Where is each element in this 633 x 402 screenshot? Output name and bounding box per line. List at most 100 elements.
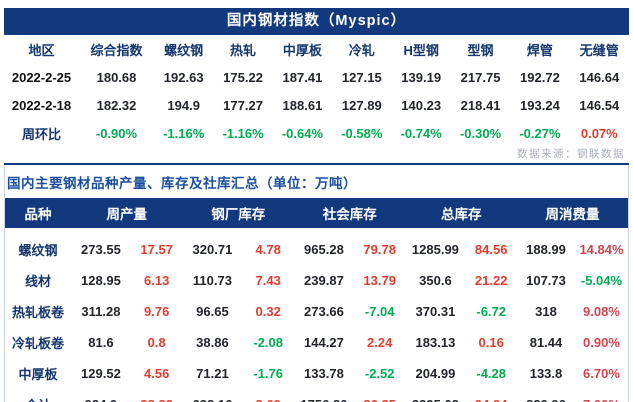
- row-label: 线材: [25, 274, 52, 289]
- table-cell: -2.08: [253, 335, 283, 350]
- table-cell: 144.27: [304, 335, 344, 350]
- column-header: 螺纹钢: [164, 42, 204, 58]
- table-cell: 4.78: [255, 242, 281, 257]
- column-header: 总库存: [405, 198, 518, 228]
- table-cell: 965.28: [304, 242, 344, 257]
- table-cell: 350.6: [419, 273, 452, 288]
- table-cell: 127.89: [341, 97, 382, 113]
- table-cell: 204.99: [415, 366, 456, 381]
- table-cell: 182.32: [96, 97, 137, 113]
- table-cell: 2.24: [367, 335, 393, 350]
- table-cell: -4.28: [476, 366, 506, 381]
- section2-title: 国内主要钢材品种产量、库存及社库汇总（单位：万吨）: [7, 176, 357, 191]
- table-cell: 133.78: [304, 366, 344, 381]
- row-label: 热轧板卷: [12, 305, 65, 320]
- data-source-note: 数据来源：钢联数据: [517, 148, 625, 160]
- inventory-section: 国内主要钢材品种产量、库存及社库汇总（单位：万吨） 品种 周产量 钢厂库存 社会库存总…: [4, 165, 629, 402]
- table-cell: 71.21: [196, 366, 229, 381]
- table-cell: -0.58%: [341, 125, 383, 141]
- table-cell: 127.15: [341, 69, 382, 85]
- table-cell: 107.73: [526, 273, 566, 288]
- table-cell: 192.63: [163, 69, 204, 85]
- table-cell: -0.30%: [459, 125, 502, 141]
- table-cell: 146.64: [579, 69, 620, 85]
- column-header: 地区: [28, 42, 55, 58]
- table-cell: 79.78: [363, 242, 396, 257]
- table-cell: 21.22: [474, 273, 508, 288]
- column-header: 周消费量: [517, 198, 628, 228]
- table-header-row: 地区 综合指数 螺纹钢 热轧 中厚板 冷轧 H型钢 型钢 焊管 无缝管: [4, 35, 629, 63]
- steel-index-section: 国内钢材指数（Myspic） 地区 综合指数 螺纹钢 热轧 中厚板 冷轧 H型钢 型钢 焊管 无缝…: [4, 8, 629, 161]
- column-header: 钢厂库存: [182, 198, 295, 228]
- table-cell: 84.56: [474, 242, 508, 257]
- table-cell: 96.65: [196, 304, 229, 319]
- table-cell: 638.16: [183, 389, 243, 402]
- table-cell: 2395.02: [406, 389, 466, 402]
- table-cell: 273.66: [304, 304, 344, 319]
- section1-title-bar: 国内钢材指数（Myspic）: [4, 8, 629, 35]
- column-header: 热轧: [230, 42, 257, 58]
- table-row: 冷轧板卷 81.6 0.8 38.86 -2.08 144.27 2.24 183.13 0.1…: [5, 327, 628, 358]
- table-cell: 188.61: [282, 97, 323, 113]
- table-cell: 183.13: [415, 335, 456, 350]
- table-cell: 1285.99: [411, 242, 459, 257]
- table-cell: 318: [535, 304, 557, 319]
- table-row: 线材 128.95 6.13 110.73 7.43 239.87 13.79 350.6 21…: [5, 265, 628, 296]
- column-header: 无缝管: [579, 42, 619, 58]
- table-cell: 81.6: [88, 335, 114, 350]
- table-cell: 217.75: [460, 69, 501, 85]
- row-label: 中厚板: [18, 367, 58, 382]
- table-cell: 7.00%: [575, 389, 628, 402]
- table-cell: -0.90%: [95, 125, 138, 141]
- table-cell: 129.52: [81, 366, 121, 381]
- table-cell: 0.07%: [580, 125, 618, 141]
- table-cell: 0.90%: [583, 335, 620, 350]
- row-label: 螺纹钢: [18, 243, 58, 258]
- table-cell: 146.54: [579, 97, 620, 113]
- table-cell: 273.55: [81, 242, 121, 257]
- column-header: 品种: [5, 198, 72, 228]
- column-header: 焊管: [526, 42, 553, 58]
- row-label: 2022-2-25: [11, 69, 72, 85]
- table-cell: 829.96: [517, 389, 575, 402]
- table-cell: 38.82: [131, 389, 183, 402]
- column-header: H型钢: [403, 42, 439, 58]
- table-cell: -2.52: [364, 366, 395, 381]
- column-header: 中厚板: [282, 42, 322, 58]
- table-cell: 7.43: [255, 273, 281, 288]
- steel-index-table: 地区 综合指数 螺纹钢 热轧 中厚板 冷轧 H型钢 型钢 焊管 无缝管 2022-2-25 180.6…: [4, 35, 629, 147]
- column-header: 周产量: [71, 198, 183, 228]
- table-cell: 320.71: [192, 242, 233, 257]
- table-cell: 14.84%: [579, 242, 624, 257]
- table-cell: 177.27: [223, 97, 263, 113]
- table-cell: 38.86: [196, 335, 229, 350]
- table-cell: -0.64%: [281, 125, 324, 141]
- table-cell: 13.79: [363, 273, 396, 288]
- table-cell: 370.31: [415, 304, 456, 319]
- table-row: 2022-2-25 180.68 192.63 175.22 187.41 127.15 1…: [4, 63, 629, 91]
- column-header: 社会库存: [294, 198, 406, 228]
- table-cell: 187.41: [282, 69, 323, 85]
- table-cell: -0.27%: [519, 125, 561, 141]
- inventory-table: 品种 周产量 钢厂库存 社会库存 总库存 周消费量螺纹钢 273.55 17.57 320.71…: [5, 198, 628, 402]
- table-cell: 924.9: [71, 389, 131, 402]
- table-cell: 139.19: [401, 69, 442, 85]
- table-cell: 6.70%: [583, 366, 620, 381]
- table-cell: 86.25: [354, 389, 406, 402]
- table-row: 合计924.938.82638.168.691756.8686.252395.0…: [5, 389, 628, 402]
- table-cell: 192.72: [520, 69, 560, 85]
- table-cell: 0.16: [478, 335, 504, 350]
- column-header: 冷轧: [348, 42, 375, 58]
- row-label: 冷轧板卷: [12, 336, 65, 351]
- table-cell: 175.22: [223, 69, 263, 85]
- table-row: 周环比 -0.90% -1.16% -1.16% -0.64% -0.58% -0.74% -…: [4, 119, 629, 147]
- table-cell: -6.72: [476, 304, 506, 319]
- row-label: 2022-2-18: [11, 97, 72, 113]
- table-cell: 180.68: [96, 69, 137, 85]
- table-cell: 6.13: [144, 273, 170, 288]
- table-cell: 9.76: [144, 304, 170, 319]
- table-cell: 81.44: [529, 335, 563, 350]
- section-divider: [4, 163, 629, 165]
- table-cell: 17.57: [140, 242, 173, 257]
- table-cell: -0.74%: [400, 125, 442, 141]
